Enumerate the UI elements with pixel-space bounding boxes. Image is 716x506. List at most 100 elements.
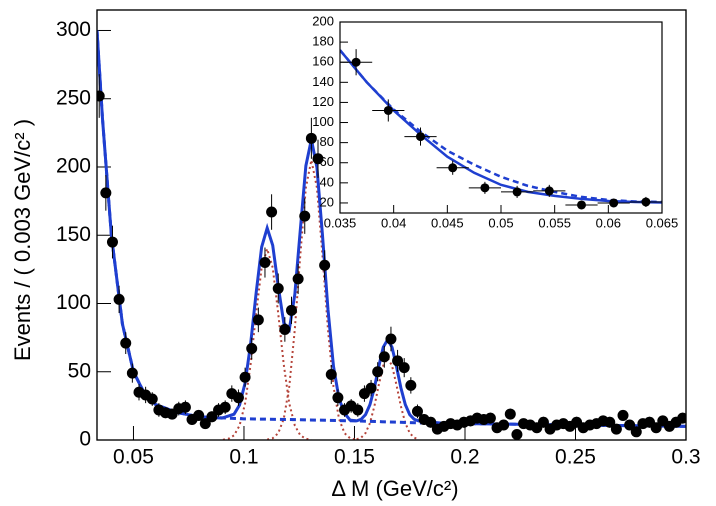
data-point — [113, 293, 125, 305]
data-point — [604, 416, 616, 428]
inset-frame — [339, 21, 663, 214]
x-tick-label: 0.04 — [381, 215, 406, 230]
data-point — [285, 304, 297, 316]
data-point — [385, 333, 397, 345]
x-tick-label: 0.05 — [488, 215, 513, 230]
data-point — [383, 105, 393, 115]
x-tick-label: 0.045 — [431, 215, 464, 230]
data-point — [609, 198, 619, 208]
data-point — [232, 392, 244, 404]
data-point — [484, 412, 496, 424]
data-point — [332, 392, 344, 404]
data-point — [252, 314, 264, 326]
x-axis-title: Δ M (GeV/c²) — [331, 476, 458, 501]
data-point — [146, 393, 158, 405]
data-point — [325, 368, 337, 380]
data-point — [624, 419, 636, 431]
data-point — [641, 197, 651, 207]
fit-curve — [222, 245, 312, 440]
data-point — [630, 426, 642, 438]
x-tick-label: 0.15 — [334, 446, 375, 469]
plot-area: 0.05 0.1 0.15 0.2 0.25 0.3 0 50 100 150 200 250 300 — [56, 9, 701, 469]
data-point — [677, 412, 686, 424]
data-point — [544, 186, 554, 196]
x-tick-label: 0.035 — [324, 215, 357, 230]
data-point — [246, 343, 258, 355]
data-point — [126, 367, 138, 379]
x-tick-label: 0.05 — [113, 446, 154, 469]
data-point — [425, 416, 437, 428]
data-point — [319, 259, 331, 271]
x-tick-label: 0.2 — [450, 446, 479, 469]
data-point — [405, 379, 417, 391]
y-tick-label: 200 — [56, 155, 91, 178]
data-point — [448, 163, 458, 173]
x-tick-label: 0.3 — [671, 446, 700, 469]
y-tick-label: 100 — [312, 114, 334, 129]
data-point — [193, 409, 205, 421]
axes-frame — [96, 9, 687, 441]
x-tick-label: 0.065 — [646, 215, 679, 230]
data-point — [398, 362, 410, 374]
y-tick-label: 160 — [312, 54, 334, 69]
data-point — [179, 401, 191, 413]
y-axis-title: Events / ( 0.003 GeV/c² ) — [10, 119, 35, 361]
data-point — [120, 337, 132, 349]
data-point — [106, 236, 118, 248]
data-point — [617, 409, 629, 421]
data-point — [239, 371, 251, 383]
data-point — [411, 405, 423, 417]
y-tick-label: 0 — [79, 428, 91, 451]
data-point — [219, 401, 231, 413]
data-point — [577, 200, 586, 210]
y-tick-label: 180 — [312, 34, 334, 49]
data-point — [378, 351, 390, 363]
data-point — [650, 422, 662, 434]
x-tick-label: 0.25 — [555, 446, 596, 469]
data-point — [97, 90, 105, 102]
data-point — [312, 153, 324, 165]
data-point — [305, 132, 317, 144]
data-layer — [97, 30, 686, 440]
data-point — [511, 429, 523, 440]
y-tick-label: 20 — [320, 194, 334, 209]
data-point — [392, 355, 404, 367]
y-tick-label: 60 — [320, 154, 334, 169]
data-point — [206, 411, 218, 423]
data-point — [416, 132, 425, 142]
y-tick-label: 140 — [312, 74, 334, 89]
data-point — [512, 187, 522, 197]
y-tick-label: 250 — [56, 86, 91, 109]
x-tick-label: 0.06 — [596, 215, 621, 230]
y-tick-label: 80 — [320, 134, 334, 149]
data-point — [299, 210, 311, 222]
x-tick-label: 0.1 — [229, 446, 258, 469]
y-tick-label: 300 — [56, 18, 91, 41]
axes-frame — [339, 21, 663, 214]
y-tick-label: 200 — [312, 13, 334, 28]
data-point — [272, 282, 284, 294]
data-point — [292, 273, 304, 285]
data-point — [279, 323, 291, 335]
data-point — [100, 187, 112, 199]
data-point — [266, 206, 278, 218]
data-point — [498, 419, 510, 431]
x-tick-label: 0.055 — [538, 215, 571, 230]
data-point — [352, 404, 364, 416]
y-tick-label: 50 — [68, 359, 91, 382]
y-tick-label: 120 — [312, 94, 334, 109]
plot-area: 0.035 0.04 0.045 0.05 0.055 0.06 0.065 20 40 60 80… — [312, 13, 678, 230]
y-tick-label: 100 — [56, 291, 91, 314]
data-point — [365, 382, 377, 394]
data-point — [351, 57, 361, 67]
data-point — [504, 408, 516, 420]
data-point — [199, 418, 211, 430]
data-point — [259, 257, 271, 269]
data-point — [537, 416, 549, 428]
data-point — [480, 183, 490, 193]
y-tick-label: 40 — [320, 174, 334, 189]
data-point — [610, 423, 622, 435]
data-layer — [340, 49, 662, 210]
y-tick-label: 150 — [56, 223, 91, 246]
